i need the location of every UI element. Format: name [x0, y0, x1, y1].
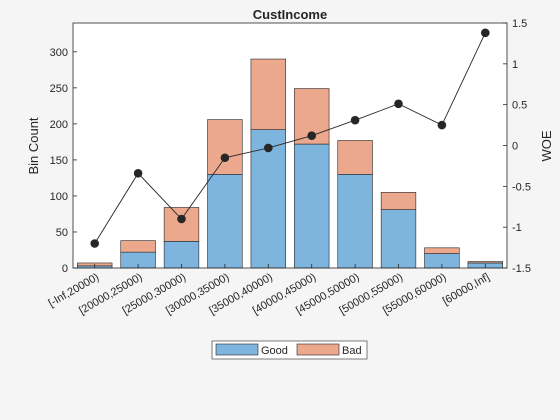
- y-tick-label-3: 150: [50, 155, 68, 167]
- woe-point-0: [90, 239, 99, 248]
- bar-bad-8: [424, 247, 460, 254]
- legend: Good Bad: [211, 340, 368, 360]
- woe-point-6: [350, 115, 360, 125]
- woe-point-8: [437, 120, 447, 130]
- y-tick-label-5: 250: [50, 83, 68, 95]
- chart-title: CustIncome: [253, 7, 327, 22]
- y-right-tick-label-2: -0.5: [512, 181, 531, 193]
- bar-bad-7: [380, 192, 417, 210]
- y-axis-label: Bin Count: [26, 117, 41, 174]
- y-right-tick-label-6: 1.5: [512, 18, 527, 30]
- bar-bad-2: [163, 207, 200, 242]
- bar-bad-1: [120, 240, 156, 253]
- woe-line: [94, 32, 486, 244]
- legend-label-bad: Bad: [342, 345, 362, 357]
- bar-bad-3: [207, 119, 243, 175]
- woe-point-5: [307, 131, 317, 140]
- bar-good-3: [207, 174, 243, 269]
- y-right-tick-label-0: -1.5: [512, 263, 531, 275]
- y-tick-label-6: 300: [50, 47, 68, 59]
- bar-good-6: [337, 174, 373, 269]
- y-right-tick-label-5: 1: [512, 59, 518, 71]
- legend-swatch-good: [215, 343, 259, 356]
- y-right-tick-label-1: -1: [512, 222, 522, 234]
- bar-good-7: [380, 209, 417, 269]
- woe-point-2: [177, 214, 186, 224]
- bars-layer: [77, 58, 503, 269]
- woe-point-1: [133, 168, 143, 178]
- plot-area: [73, 23, 507, 268]
- bar-bad-4: [250, 58, 286, 130]
- woe-point-7: [394, 99, 403, 109]
- bar-good-5: [294, 143, 330, 269]
- bar-bad-6: [337, 140, 373, 175]
- bar-good-4: [250, 129, 286, 269]
- legend-swatch-bad: [296, 343, 340, 356]
- bar-good-2: [163, 241, 200, 269]
- woe-point-4: [264, 143, 273, 153]
- woe-point-3: [220, 153, 230, 163]
- y-right-tick-label-4: 0.5: [512, 100, 527, 112]
- woe-line-layer: [90, 28, 490, 248]
- y-tick-label-1: 50: [56, 227, 68, 239]
- woe-point-9: [481, 28, 490, 38]
- y-axis-label-right: WOE: [539, 130, 554, 161]
- y-right-tick-label-3: 0: [512, 141, 518, 153]
- legend-label-good: Good: [261, 345, 288, 357]
- y-tick-label-0: 0: [62, 263, 68, 275]
- y-tick-label-2: 100: [50, 191, 68, 203]
- y-tick-label-4: 200: [50, 119, 68, 131]
- bar-bad-9: [467, 261, 503, 264]
